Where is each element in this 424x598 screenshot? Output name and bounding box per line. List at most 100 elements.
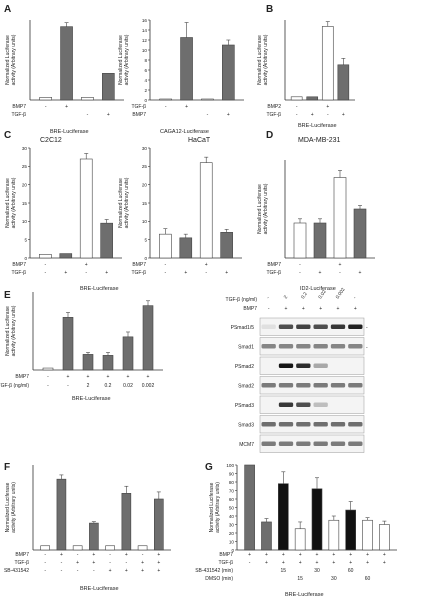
chart-caption: BRE-Luciferase bbox=[80, 286, 119, 292]
bar bbox=[40, 545, 50, 551]
treatment-sign: + bbox=[319, 270, 322, 276]
treatment-label: SB-431542 (min) bbox=[195, 568, 233, 574]
treatment-sign: - bbox=[47, 374, 49, 380]
blot-band bbox=[261, 344, 276, 349]
treatment-sign: - bbox=[142, 552, 144, 558]
treatment-sign: + bbox=[311, 112, 314, 118]
treatment-sign: - bbox=[327, 112, 329, 118]
bar bbox=[121, 493, 132, 551]
blot-marker-tag: - bbox=[366, 325, 368, 331]
treatment-sign: 60 bbox=[348, 568, 354, 574]
chart-caption: CAGA12-Luciferase bbox=[160, 129, 209, 135]
y-tick-label: 20 bbox=[229, 531, 235, 536]
bar bbox=[353, 208, 367, 259]
y-axis-label-line: activity (Arbitrary units) bbox=[11, 305, 17, 356]
bar bbox=[159, 98, 172, 101]
chart-caption: BRE-Luciferase bbox=[285, 592, 324, 598]
y-axis-label-line: activity (Arbitrary units) bbox=[263, 34, 269, 85]
y-tick-label: 15 bbox=[22, 201, 28, 206]
chart-panel-a2: 0 2 4 6 8 10 12 14 16 Normalized Luciferaseactivi… bbox=[118, 18, 244, 135]
y-axis-label: Normalized Luciferaseactivity (Arbitrary… bbox=[257, 34, 269, 85]
y-axis-label: Normalized Luciferaseactivity (Arbitrary… bbox=[5, 482, 17, 533]
y-tick-label: 10 bbox=[229, 539, 235, 544]
treatment-sign: + bbox=[87, 374, 90, 380]
blot-band bbox=[330, 441, 346, 446]
blot-header-value: 2 bbox=[283, 294, 290, 300]
bar bbox=[201, 98, 214, 101]
bar bbox=[261, 521, 272, 551]
y-tick-label: 0 bbox=[144, 256, 147, 261]
treatment-sign: 30 bbox=[331, 576, 337, 582]
blot-row-label: MCM7 bbox=[239, 442, 254, 448]
blot-band bbox=[296, 383, 311, 388]
bar bbox=[56, 478, 67, 551]
y-tick-label: 0 bbox=[24, 256, 27, 261]
treatment-sign: 30 bbox=[314, 568, 320, 574]
blot-row-label: Smad3 bbox=[238, 422, 254, 428]
bar bbox=[60, 26, 73, 101]
treatment-sign: + bbox=[265, 560, 268, 566]
y-axis-label: Normalized Luciferaseactivity (Arbitrary… bbox=[5, 34, 17, 85]
y-axis-label: Normalized Luciferaseactivity (Arbitrary… bbox=[257, 183, 269, 234]
y-tick-label: 80 bbox=[229, 480, 235, 485]
y-tick-label: 14 bbox=[142, 28, 148, 33]
blot-strip bbox=[259, 317, 365, 336]
blot-band bbox=[261, 383, 276, 388]
blot-row-label: Smad2 bbox=[238, 383, 254, 389]
bar bbox=[62, 317, 74, 371]
chart-panel-b: B Normalized Luciferaseactivity (Arbitrar… bbox=[257, 4, 355, 129]
y-axis-label-line: Normalized Luciferase bbox=[5, 178, 11, 228]
blot-band bbox=[313, 422, 328, 427]
blot-row-label: PSmad3 bbox=[235, 403, 254, 409]
treatment-sign: - bbox=[339, 270, 341, 276]
blot-band bbox=[348, 324, 363, 329]
bar bbox=[39, 97, 52, 101]
treatment-sign: - bbox=[87, 112, 89, 118]
blot-band bbox=[296, 422, 311, 427]
treatment-sign: - bbox=[45, 104, 47, 110]
y-tick-label: 0 bbox=[231, 548, 234, 553]
panel-letter: A bbox=[4, 4, 11, 15]
chart-caption: BRE-Luciferase bbox=[80, 586, 119, 592]
treatment-label: TGF-β bbox=[218, 560, 233, 566]
blot-strip bbox=[259, 415, 365, 434]
treatment-sign: + bbox=[157, 568, 160, 574]
treatment-sign: - bbox=[205, 270, 207, 276]
blot-band bbox=[313, 402, 328, 407]
treatment-sign: + bbox=[67, 374, 70, 380]
bar bbox=[306, 96, 319, 101]
treatment-sign: - bbox=[126, 560, 128, 566]
treatment-sign: + bbox=[184, 270, 187, 276]
y-axis-label-line: Normalized Luciferase bbox=[5, 35, 11, 85]
bar bbox=[102, 73, 115, 101]
blot-band bbox=[313, 363, 328, 368]
treatment-label: TGF-β bbox=[131, 104, 146, 110]
bar bbox=[313, 222, 327, 259]
treatment-label: BMP7 bbox=[132, 112, 146, 118]
treatment-sign: + bbox=[349, 560, 352, 566]
treatment-label: BMP7 bbox=[267, 262, 281, 268]
treatment-sign: - bbox=[61, 560, 63, 566]
treatment-sign: - bbox=[109, 552, 111, 558]
y-axis-label-line: Normalized Luciferase bbox=[5, 482, 11, 532]
treatment-sign: - bbox=[77, 568, 79, 574]
bar bbox=[293, 222, 307, 259]
y-tick-label: 90 bbox=[229, 471, 235, 476]
y-tick-label: 70 bbox=[229, 488, 235, 493]
treatment-sign: + bbox=[299, 552, 302, 558]
blot-header-value: - bbox=[353, 296, 358, 301]
blot-header-label: TGF-β (ng/ml) bbox=[226, 297, 258, 303]
treatment-sign: - bbox=[299, 270, 301, 276]
treatment-sign: - bbox=[44, 270, 46, 276]
blot-band bbox=[261, 441, 276, 446]
blot-band bbox=[296, 344, 311, 349]
panel-letter: E bbox=[4, 290, 11, 301]
treatment-label: BMP7 bbox=[12, 262, 26, 268]
treatment-sign: 2 bbox=[87, 383, 90, 389]
bar bbox=[199, 162, 213, 259]
treatment-sign: - bbox=[109, 560, 111, 566]
y-axis-label-line: Normalized Luciferase bbox=[5, 306, 11, 356]
blot-bmp7-sign: + bbox=[354, 306, 357, 312]
bar bbox=[39, 254, 52, 259]
